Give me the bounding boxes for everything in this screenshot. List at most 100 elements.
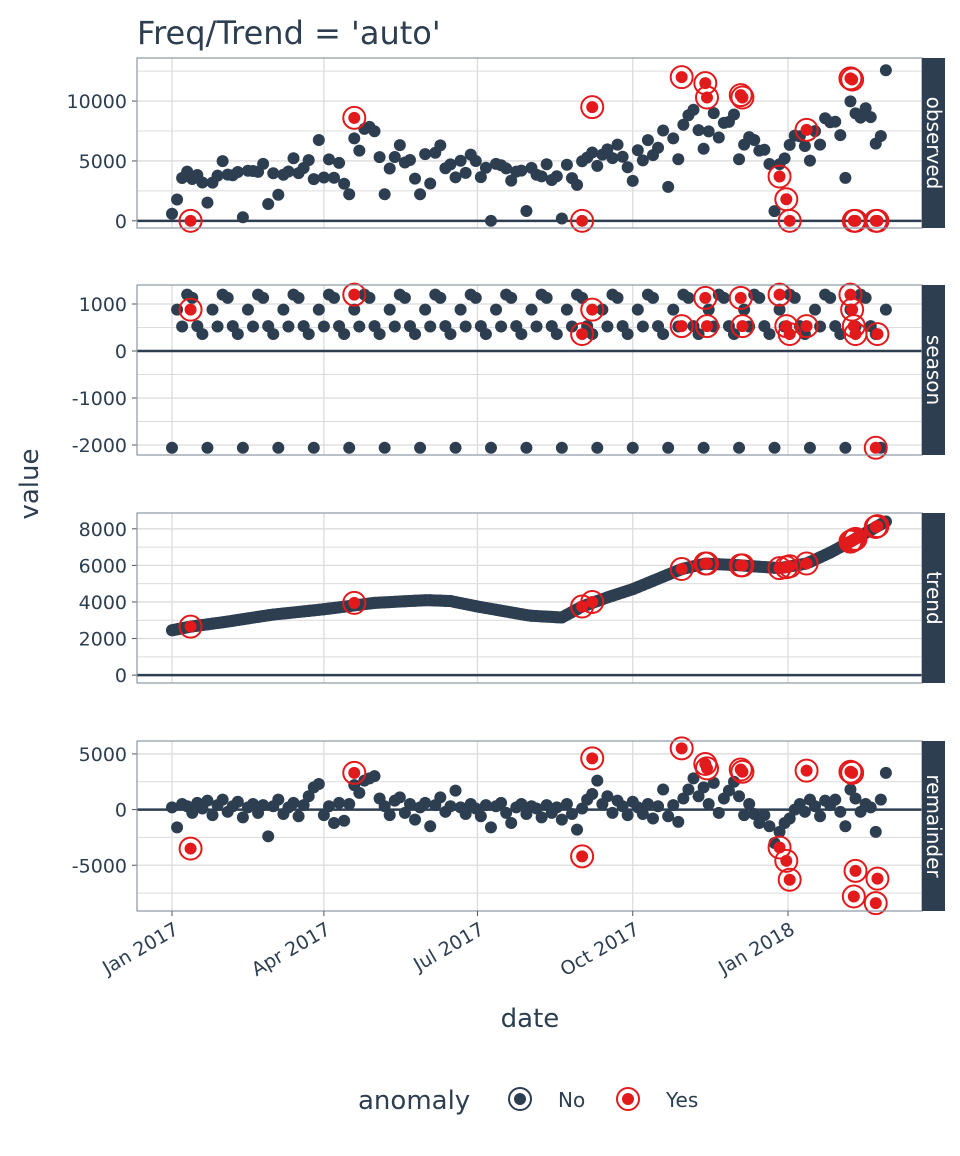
y-tick-label: 0	[115, 341, 127, 363]
anomaly-ring	[342, 590, 367, 615]
data-point	[864, 801, 877, 814]
data-point	[829, 793, 842, 806]
anomaly-point	[736, 559, 749, 572]
data-point	[657, 328, 670, 341]
data-point	[449, 441, 462, 454]
data-point	[166, 207, 178, 220]
anomaly-ring	[767, 164, 792, 189]
y-tick-label: 10000	[67, 91, 127, 113]
anomaly-ring	[669, 736, 694, 761]
data-point	[641, 134, 654, 147]
anomaly-ring	[777, 322, 802, 347]
legend-key-no-dot	[514, 1093, 526, 1105]
data-point	[849, 792, 862, 805]
panel-observed: 0 5000 10000 observed	[67, 57, 946, 233]
data-point	[262, 198, 275, 211]
anomaly-point	[348, 766, 361, 779]
anomaly-ring	[794, 314, 819, 339]
anomaly-point	[586, 752, 599, 765]
data-point	[247, 320, 260, 333]
anomaly-point	[800, 320, 813, 333]
data-point	[302, 328, 315, 341]
data-point	[333, 796, 346, 809]
anomaly-point	[736, 765, 749, 778]
data-point	[479, 161, 492, 174]
data-point	[662, 441, 675, 454]
y-tick-label: -1000	[72, 388, 127, 410]
data-point	[236, 811, 249, 824]
anomaly-point	[783, 873, 796, 886]
data-point	[834, 805, 847, 818]
data-point	[631, 303, 644, 316]
y-tick-label: 8000	[79, 519, 127, 541]
data-point	[353, 144, 366, 157]
data-point	[216, 155, 229, 168]
data-point	[267, 328, 280, 341]
data-point	[555, 212, 568, 225]
data-point	[201, 441, 214, 454]
data-point	[201, 794, 214, 807]
data-point	[879, 64, 892, 77]
data-point	[646, 812, 659, 825]
anomaly-point	[184, 842, 197, 855]
anomaly-ring	[843, 858, 868, 883]
anomaly-point	[348, 288, 361, 301]
data-point	[677, 792, 690, 805]
data-point	[166, 441, 178, 454]
data-point	[434, 139, 447, 152]
data-point	[520, 441, 533, 454]
y-tick-label: 0	[115, 665, 127, 687]
anomaly-ring	[728, 285, 753, 310]
data-point	[646, 291, 659, 304]
anomaly-ring	[767, 835, 792, 860]
data-point	[601, 143, 614, 156]
data-point	[657, 783, 670, 796]
data-point	[171, 193, 184, 206]
data-point	[297, 799, 310, 812]
y-tick-label: 6000	[79, 555, 127, 577]
data-point	[302, 790, 315, 803]
data-point	[798, 805, 811, 818]
data-point	[424, 320, 437, 333]
data-point	[783, 138, 796, 151]
data-point	[469, 291, 482, 304]
data-point	[206, 809, 219, 822]
anomaly-ring	[694, 551, 719, 576]
data-point	[540, 291, 553, 304]
data-point	[459, 320, 472, 333]
anomaly-ring	[865, 514, 890, 539]
data-point	[560, 798, 573, 811]
legend-key-no-ring	[508, 1087, 532, 1111]
data-point	[591, 159, 604, 172]
data-point	[763, 820, 776, 833]
anomaly-point	[699, 291, 712, 304]
anomaly-point	[734, 291, 747, 304]
strip-background	[922, 285, 945, 455]
data-point	[515, 164, 528, 177]
anomaly-point	[849, 214, 862, 227]
x-axis-title: date	[501, 1004, 560, 1034]
data-point	[484, 441, 497, 454]
data-point	[328, 291, 341, 304]
anomaly-point	[849, 532, 862, 545]
data-point	[616, 150, 629, 163]
anomaly-ring	[840, 760, 865, 785]
data-point	[373, 328, 386, 341]
data-point	[839, 820, 852, 833]
data-point	[530, 802, 543, 815]
data-point	[403, 798, 416, 811]
data-point	[687, 772, 700, 785]
data-point	[368, 770, 381, 783]
anomaly-point	[871, 520, 884, 533]
data-point	[454, 154, 467, 167]
anomaly-ring	[580, 297, 605, 322]
data-point	[479, 799, 492, 812]
data-point	[287, 152, 300, 165]
data-point	[626, 441, 639, 454]
data-point	[495, 320, 508, 333]
data-point	[338, 177, 351, 190]
y-tick-label: 2000	[79, 629, 127, 651]
data-point	[606, 806, 619, 819]
data-point	[312, 303, 325, 316]
anomaly-point	[586, 595, 599, 608]
